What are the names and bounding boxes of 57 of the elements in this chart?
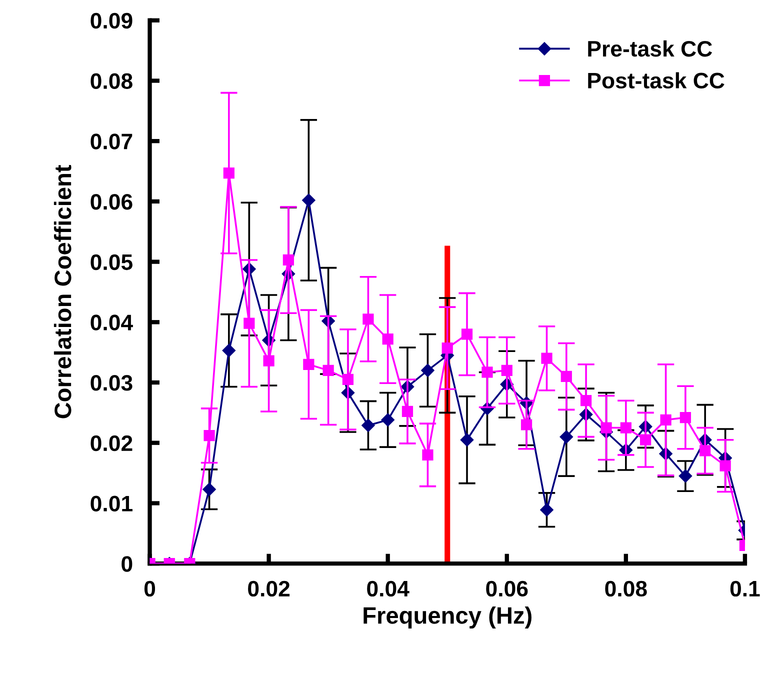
point	[680, 412, 691, 424]
point	[402, 406, 414, 418]
point	[202, 482, 216, 496]
point	[501, 364, 512, 376]
point	[282, 254, 294, 266]
point	[382, 333, 394, 345]
point	[460, 433, 474, 446]
y-tick-label: 0.06	[90, 194, 132, 210]
legend-label: Pre-task CC	[588, 40, 712, 57]
point	[362, 418, 375, 432]
y-tick-label: 0.02	[90, 435, 132, 452]
x-tick-label: 0.1	[730, 580, 760, 597]
y-tick-label: 0.01	[90, 496, 132, 512]
point	[342, 374, 354, 386]
point	[222, 344, 236, 358]
point	[660, 414, 672, 426]
x-tick-label: 0.02	[248, 580, 290, 597]
point	[303, 358, 314, 370]
point	[263, 355, 274, 366]
point	[700, 445, 711, 456]
point	[442, 342, 453, 354]
point	[540, 503, 554, 516]
x-tick-label: 0	[144, 580, 156, 597]
point	[362, 314, 374, 325]
point	[580, 395, 592, 406]
point	[422, 449, 434, 460]
x-tick-label: 0.04	[367, 580, 410, 597]
y-tick-label: 0.04	[90, 314, 133, 330]
point	[223, 168, 234, 179]
x-tick-label: 0.06	[486, 580, 528, 597]
y-tick-label: 0	[122, 556, 132, 572]
point	[461, 328, 473, 340]
y-tick-label: 0.08	[90, 73, 132, 89]
point	[204, 430, 215, 442]
point	[302, 194, 316, 207]
y-tick-label: 0.05	[90, 254, 132, 270]
x-tick-label: 0.08	[605, 580, 647, 597]
y-tick-label: 0.03	[90, 375, 132, 391]
legend-label: Post-task CC	[588, 72, 724, 89]
point	[560, 430, 573, 444]
y-tick-label: 0.07	[90, 134, 132, 150]
x-axis-title: Frequency (Hz)	[364, 606, 532, 629]
point	[520, 419, 532, 430]
point	[541, 352, 552, 364]
point	[640, 434, 652, 446]
point	[421, 364, 434, 378]
point	[560, 370, 572, 382]
point	[678, 469, 692, 483]
point	[600, 422, 612, 434]
point	[620, 422, 632, 434]
y-axis-title: Correlation Coefficient	[54, 165, 72, 418]
point	[244, 318, 255, 329]
point	[720, 460, 731, 472]
point	[381, 413, 394, 427]
y-tick-label: 0.09	[90, 12, 132, 29]
point	[482, 366, 493, 378]
point	[322, 364, 334, 376]
